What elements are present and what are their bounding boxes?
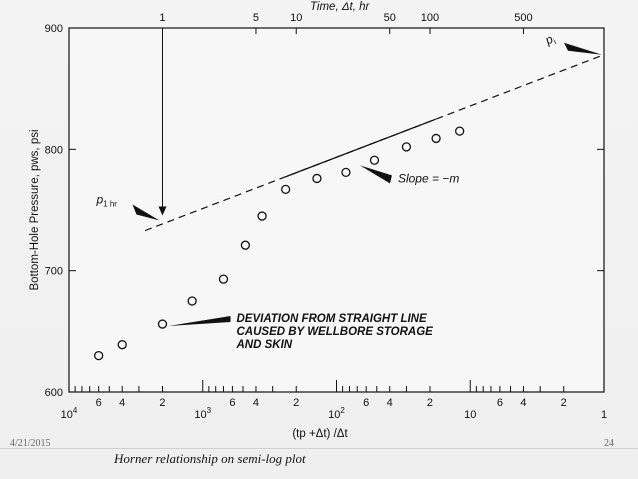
slope-label: Slope = −m [398, 171, 459, 185]
top-tick-label: 100 [421, 12, 439, 24]
top-axis-label: Time, Δt, hr [310, 1, 371, 13]
data-point [280, 184, 291, 195]
data-point [401, 142, 412, 152]
p1hr-label: p1 hr [95, 192, 117, 208]
x-minor-tick-label: 2 [427, 397, 433, 409]
x-minor-tick-label: 2 [561, 397, 567, 409]
data-point [257, 211, 267, 221]
x-minor-tick-label: 6 [229, 397, 235, 409]
deviation-label-line: AND SKIN [235, 339, 292, 351]
top-tick-label: 500 [514, 12, 532, 24]
y-tick-label: 900 [45, 23, 63, 35]
slope-pointer [359, 165, 392, 184]
data-point [157, 319, 168, 329]
x-minor-tick-label: 4 [520, 397, 526, 409]
x-minor-tick-label: 6 [96, 397, 102, 409]
x-major-tick-label: 104 [61, 406, 78, 421]
x-minor-tick-label: 2 [159, 397, 165, 409]
top-tick-label: 5 [253, 12, 259, 24]
slide-page-number: 24 [604, 438, 614, 449]
data-point [187, 296, 197, 306]
x-axis-label: (tp +Δt) /Δt [292, 428, 348, 440]
slide-caption: Horner relationship on semi-log plot [114, 451, 306, 466]
x-major-tick-label: 102 [328, 406, 345, 421]
deviation-label-line: DEVIATION FROM STRAIGHT LINE [236, 313, 427, 325]
deviation-label-line: CAUSED BY WELLBORE STORAGE [236, 326, 433, 338]
x-major-tick-label: 1 [601, 409, 607, 421]
data-point [240, 240, 251, 250]
slide-date: 4/21/2015 [10, 438, 51, 449]
pi-pointer [564, 42, 602, 55]
x-minor-tick-label: 6 [497, 397, 503, 409]
x-major-tick-label: 10 [464, 409, 476, 421]
data-point [341, 167, 351, 178]
one-hour-arrow-head [158, 206, 167, 216]
data-point [455, 126, 465, 136]
data-point [218, 274, 229, 284]
data-point [369, 155, 380, 165]
top-tick-label: 50 [384, 12, 396, 24]
x-minor-tick-label: 6 [363, 397, 369, 409]
footer-rule [0, 448, 638, 449]
x-minor-tick-label: 4 [387, 397, 393, 409]
top-tick-label: 1 [159, 12, 165, 24]
deviation-pointer [168, 316, 231, 327]
data-point [94, 350, 104, 361]
x-minor-tick-label: 2 [293, 397, 299, 409]
x-minor-tick-label: 4 [253, 397, 259, 409]
y-tick-label: 800 [45, 144, 63, 156]
y-tick-label: 600 [45, 387, 63, 399]
data-point [312, 173, 322, 184]
data-point [117, 340, 127, 350]
straight-line-solid [285, 118, 437, 178]
x-major-tick-label: 103 [194, 406, 211, 421]
top-tick-label: 10 [290, 12, 302, 24]
p1hr-pointer [132, 204, 160, 221]
y-tick-label: 700 [45, 266, 63, 278]
x-minor-tick-label: 4 [119, 397, 125, 409]
y-axis-label: Bottom-Hole Pressure, pws, psi [29, 129, 41, 290]
data-point [431, 133, 441, 144]
